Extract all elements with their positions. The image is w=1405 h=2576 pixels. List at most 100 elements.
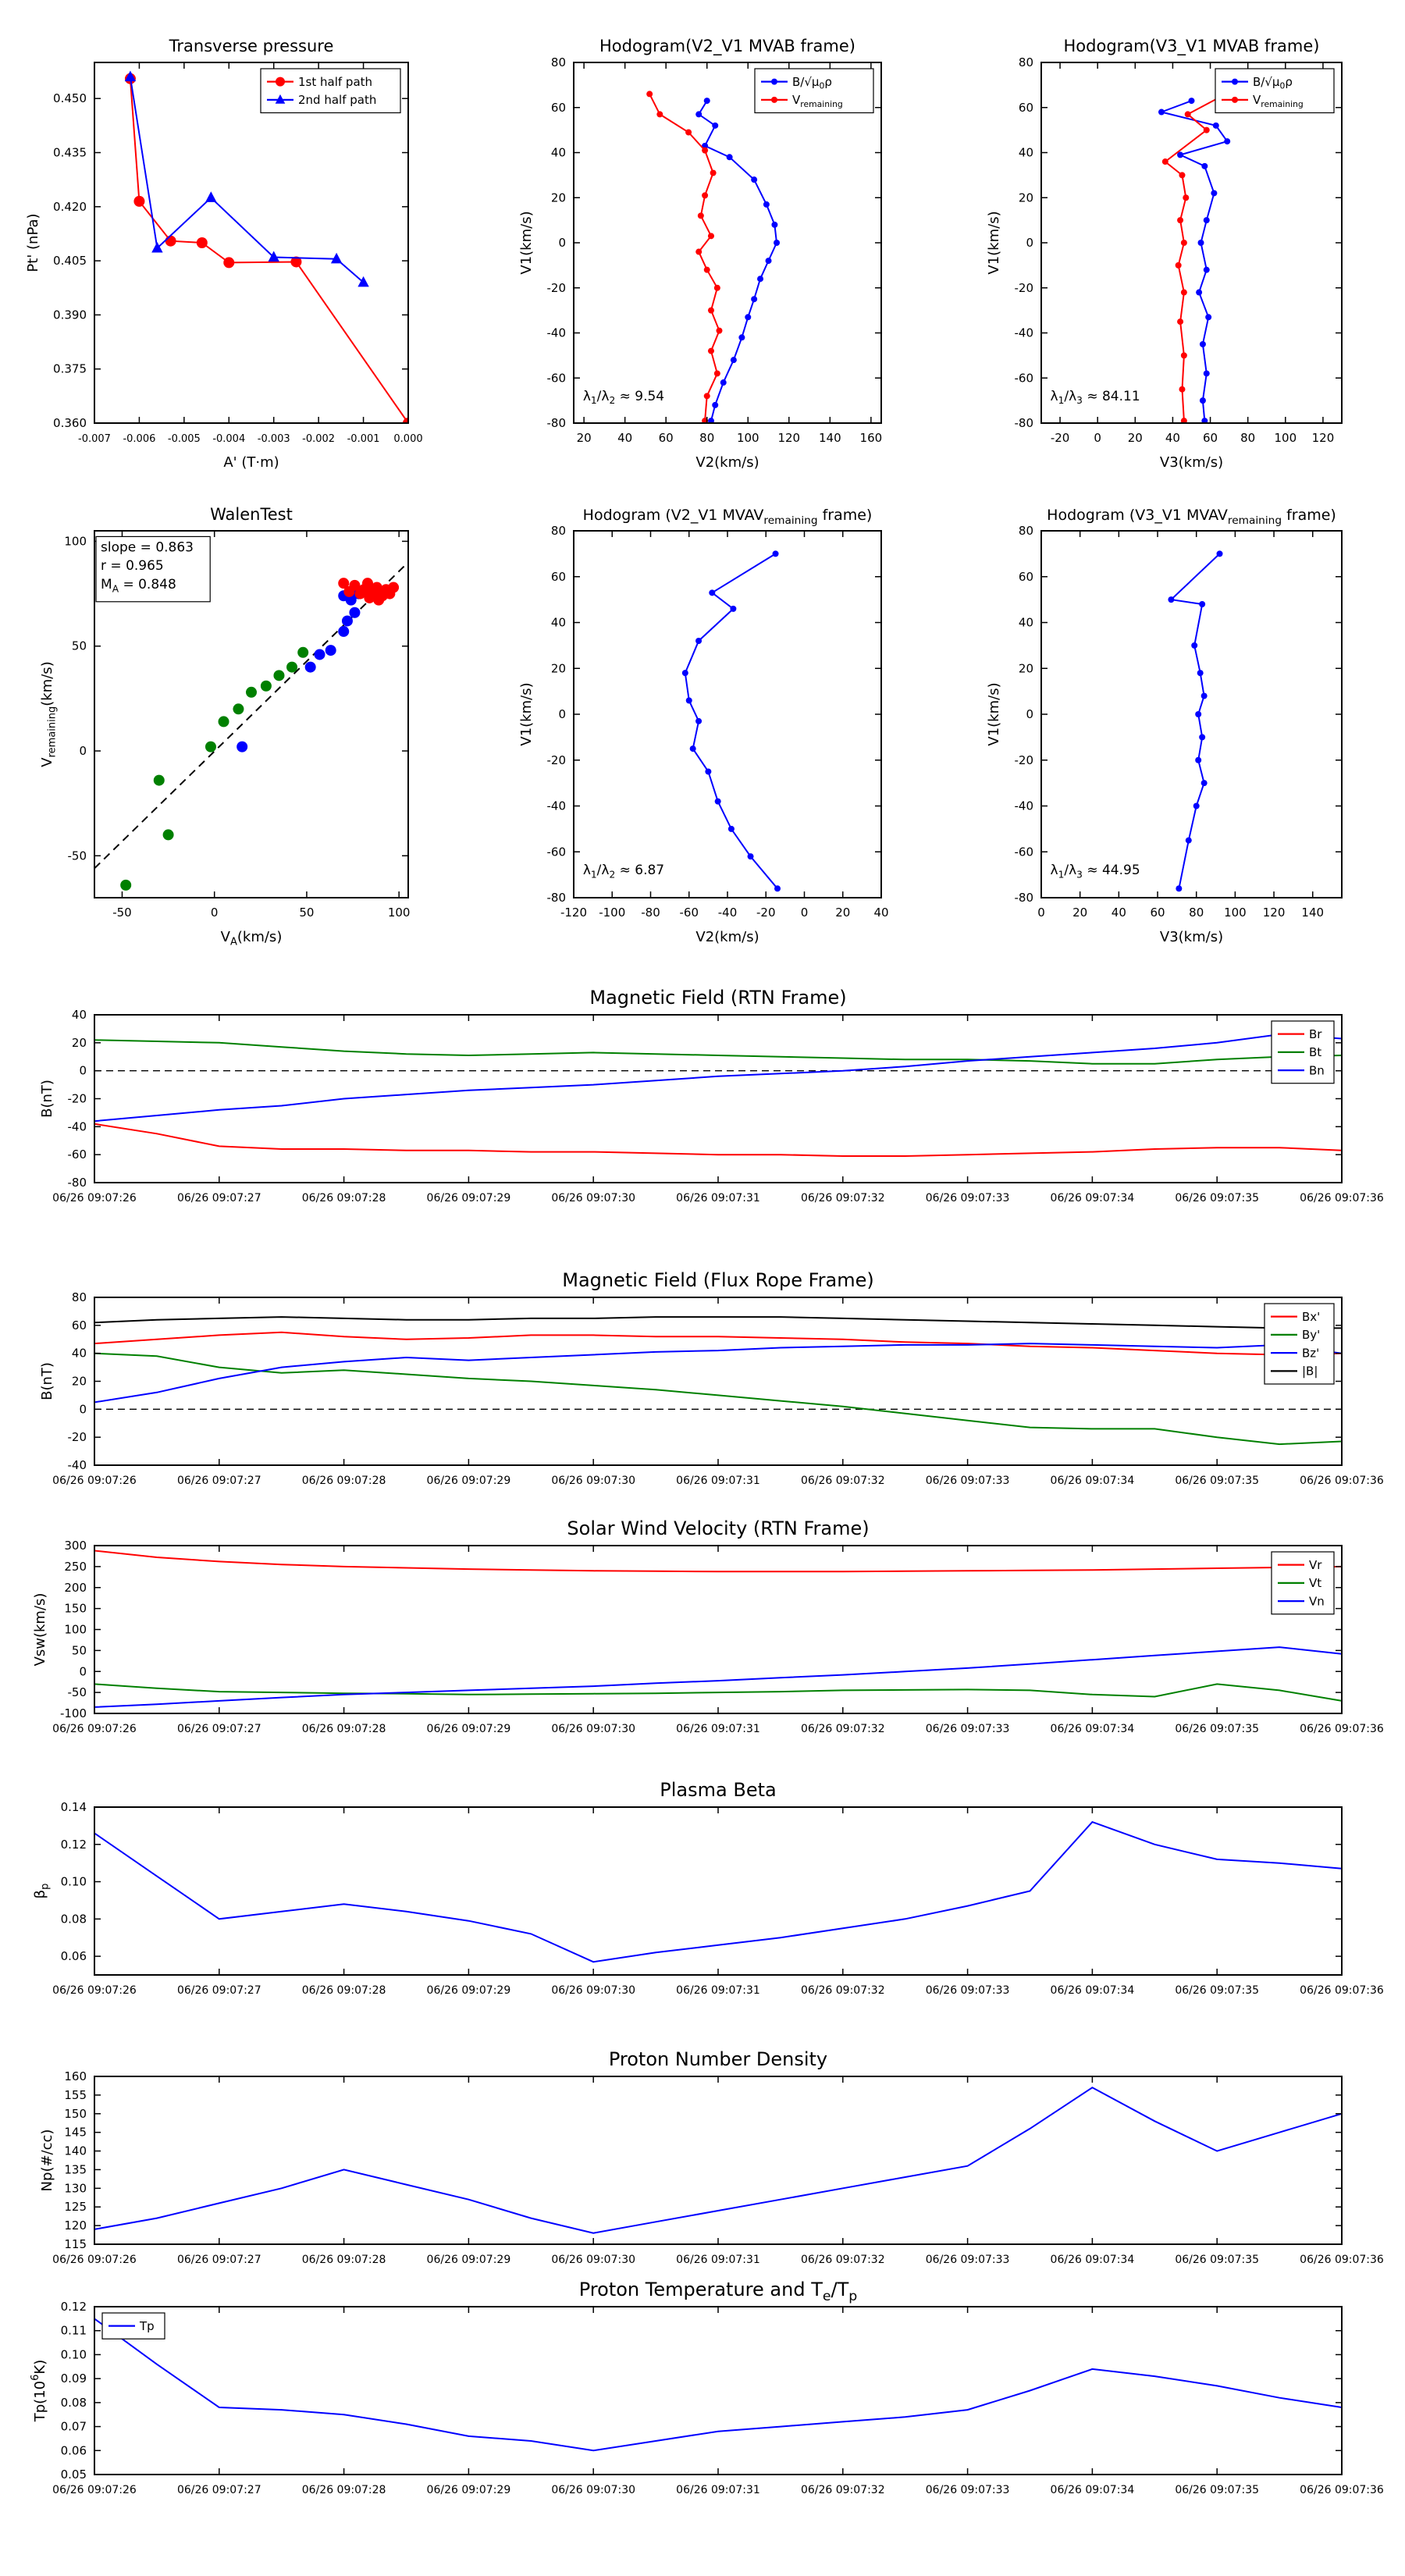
point-marker xyxy=(273,670,285,681)
x-tick-label: 06/26 09:07:31 xyxy=(676,2254,760,2266)
y-tick-label: 130 xyxy=(64,2181,87,2195)
x-tick-label: 20 xyxy=(1128,431,1143,445)
x-tick-label: 06/26 09:07:33 xyxy=(926,1984,1010,1997)
series-fit-line xyxy=(94,561,409,870)
x-tick-label: 80 xyxy=(699,431,714,445)
annotation-text: λ1/λ2 ≈ 9.54 xyxy=(583,389,664,406)
point-marker xyxy=(1205,314,1212,321)
y-tick-label: -40 xyxy=(547,799,567,813)
x-tick-label: 06/26 09:07:36 xyxy=(1300,1723,1384,1735)
point-marker xyxy=(1183,194,1190,201)
y-tick-label: 40 xyxy=(1019,616,1033,630)
y-tick-label: -60 xyxy=(1015,371,1034,385)
x-tick-label: 06/26 09:07:36 xyxy=(1300,1475,1384,1487)
x-tick-label: 140 xyxy=(1301,906,1324,920)
point-marker xyxy=(1199,340,1206,347)
x-tick-label: -80 xyxy=(641,906,660,920)
y-tick-label: -20 xyxy=(1015,281,1034,295)
point-marker xyxy=(223,257,235,269)
x-tick-label: 40 xyxy=(873,906,888,920)
point-marker xyxy=(371,582,382,593)
point-marker xyxy=(120,879,132,891)
x-tick-label: -0.004 xyxy=(212,433,245,445)
y-axis-label: B(nT) xyxy=(39,1080,55,1118)
point-marker xyxy=(1196,289,1203,296)
point-marker xyxy=(751,176,758,183)
point-marker xyxy=(1200,780,1208,787)
chart-title: Hodogram(V3_V1 MVAB frame) xyxy=(1064,37,1320,56)
point-marker xyxy=(286,661,298,673)
triangle-marker xyxy=(151,241,163,253)
point-marker xyxy=(1180,352,1187,359)
point-marker xyxy=(1179,172,1186,179)
legend-label: Vremaining xyxy=(1253,93,1304,109)
y-tick-label: -80 xyxy=(68,1176,87,1190)
point-marker xyxy=(1216,550,1223,557)
point-marker xyxy=(341,615,353,627)
point-marker xyxy=(695,248,702,255)
y-tick-label: 100 xyxy=(64,534,87,548)
point-marker xyxy=(1177,151,1184,158)
y-tick-label: -20 xyxy=(1015,753,1034,767)
x-tick-label: 100 xyxy=(1224,906,1247,920)
chart-proton-temperature: 06/26 09:07:26 06/26 09:07:27 06/26 09:07:… xyxy=(30,2279,1384,2496)
y-tick-label: 0 xyxy=(1026,236,1033,250)
series-vn xyxy=(94,1646,1343,1708)
series-b-sqrt-mu0-rho- xyxy=(697,100,778,422)
y-tick-label: -60 xyxy=(547,371,567,385)
point-marker xyxy=(707,347,714,354)
point-marker xyxy=(1224,138,1231,145)
x-tick-label: 06/26 09:07:36 xyxy=(1300,1984,1384,1997)
y-axis-label: Pt' (nPa) xyxy=(25,213,41,272)
point-marker xyxy=(774,885,781,892)
point-marker xyxy=(730,357,737,364)
x-tick-label: 06/26 09:07:36 xyxy=(1300,1192,1384,1204)
y-tick-label: 300 xyxy=(64,1539,87,1553)
x-tick-label: 06/26 09:07:30 xyxy=(551,1723,635,1735)
y-tick-label: -80 xyxy=(1015,891,1034,905)
point-marker xyxy=(1193,802,1200,809)
y-axis-label: B(nT) xyxy=(39,1362,55,1400)
x-tick-label: 06/26 09:07:28 xyxy=(302,1192,386,1204)
axes-frame xyxy=(573,530,882,898)
point-marker xyxy=(1188,98,1195,105)
point-marker xyxy=(1203,370,1210,377)
axes-frame xyxy=(1040,530,1343,898)
x-tick-label: 06/26 09:07:26 xyxy=(52,1984,137,1997)
y-tick-label: 0 xyxy=(1026,707,1033,721)
legend-label: By' xyxy=(1302,1328,1320,1342)
point-marker xyxy=(162,829,174,841)
point-marker xyxy=(133,195,145,207)
point-marker xyxy=(689,745,696,753)
legend-label: Bn xyxy=(1309,1063,1325,1077)
x-axis-label: VA(km/s) xyxy=(221,929,283,948)
x-tick-label: 06/26 09:07:28 xyxy=(302,1475,386,1487)
x-tick-label: 0 xyxy=(1094,431,1101,445)
chart-title: Magnetic Field (RTN Frame) xyxy=(589,987,846,1009)
axes-frame xyxy=(94,1297,1343,1466)
x-tick-label: 06/26 09:07:31 xyxy=(676,1984,760,1997)
x-tick-label: 06/26 09:07:28 xyxy=(302,2254,386,2266)
x-tick-label: 06/26 09:07:30 xyxy=(551,1984,635,1997)
y-tick-label: 0 xyxy=(79,1064,87,1078)
y-tick-label: 200 xyxy=(64,1581,87,1595)
x-tick-label: 40 xyxy=(1112,906,1126,920)
point-marker xyxy=(751,296,758,303)
annotation-text: slope = 0.863 xyxy=(101,539,194,555)
point-marker xyxy=(260,680,272,692)
point-marker xyxy=(338,625,350,637)
point-marker xyxy=(349,607,361,618)
point-marker xyxy=(325,645,336,656)
x-tick-label: -40 xyxy=(718,906,738,920)
triangle-marker xyxy=(275,94,286,104)
point-marker xyxy=(1211,190,1218,197)
x-tick-label: 60 xyxy=(1150,906,1165,920)
chart-plasma-beta: 06/26 09:07:26 06/26 09:07:27 06/26 09:07:… xyxy=(32,1779,1384,1997)
point-marker xyxy=(233,703,244,715)
annotation-text: λ1/λ3 ≈ 84.11 xyxy=(1051,389,1140,406)
series-1st-half-path xyxy=(129,78,409,424)
x-tick-label: 60 xyxy=(1203,431,1218,445)
point-marker xyxy=(712,122,719,129)
x-tick-label: 06/26 09:07:32 xyxy=(801,2484,885,2496)
